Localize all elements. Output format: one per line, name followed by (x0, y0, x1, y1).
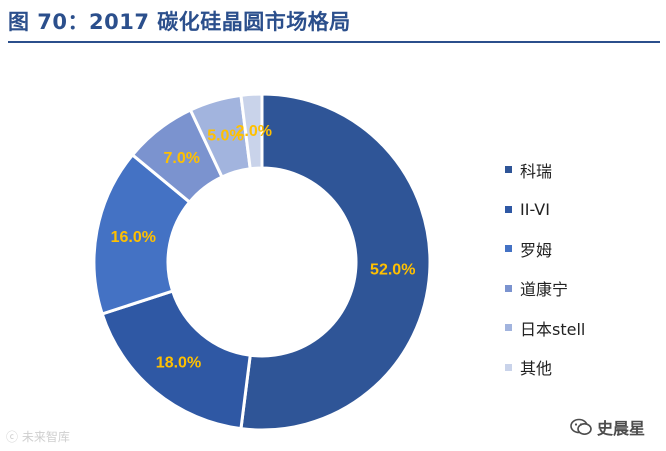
legend-swatch-1 (505, 166, 512, 174)
data-label-5: 5.0% (207, 128, 243, 145)
data-label-2: 18.0% (156, 354, 201, 371)
legend-item-3: 罗姆 (505, 229, 585, 269)
legend-swatch-5 (505, 324, 512, 332)
legend-swatch-2 (505, 205, 512, 213)
legend-item-5: 日本stell (505, 308, 585, 348)
data-label-4: 7.0% (163, 150, 199, 167)
legend-label-5: 日本stell (520, 319, 586, 339)
legend-label-1: 科瑞 (520, 161, 553, 181)
legend-label-2: II-VI (520, 199, 550, 219)
watermark-right-text: 史晨星 (597, 419, 646, 438)
chart-legend: 科瑞 II-VI 罗姆道康宁日本stell 其他 (505, 150, 585, 387)
watermark-left: ⓒ 未来智库 (6, 430, 70, 444)
legend-item-4: 道康宁 (505, 269, 585, 309)
figure-title: 图 70：2017 碳化硅晶圆市场格局 (8, 10, 351, 34)
legend-label-6: 其他 (520, 359, 553, 379)
data-label-6: 2.0% (236, 123, 272, 140)
legend-swatch-4 (505, 284, 512, 292)
watermark-right: 史晨星 (570, 415, 645, 439)
legend-swatch-3 (505, 245, 512, 253)
donut-slice-1 (239, 92, 432, 432)
legend-item-2: II-VI (505, 190, 585, 230)
legend-label-4: 道康宁 (520, 280, 569, 300)
data-label-3: 16.0% (111, 229, 156, 246)
donut-slice-6 (239, 92, 264, 171)
legend-swatch-6 (505, 363, 512, 371)
wechat-icon (570, 418, 592, 435)
legend-item-1: 科瑞 (505, 150, 585, 190)
legend-label-3: 罗姆 (520, 240, 553, 260)
title-divider (8, 41, 660, 43)
legend-item-6: 其他 (505, 348, 585, 388)
data-label-1: 52.0% (370, 262, 415, 279)
